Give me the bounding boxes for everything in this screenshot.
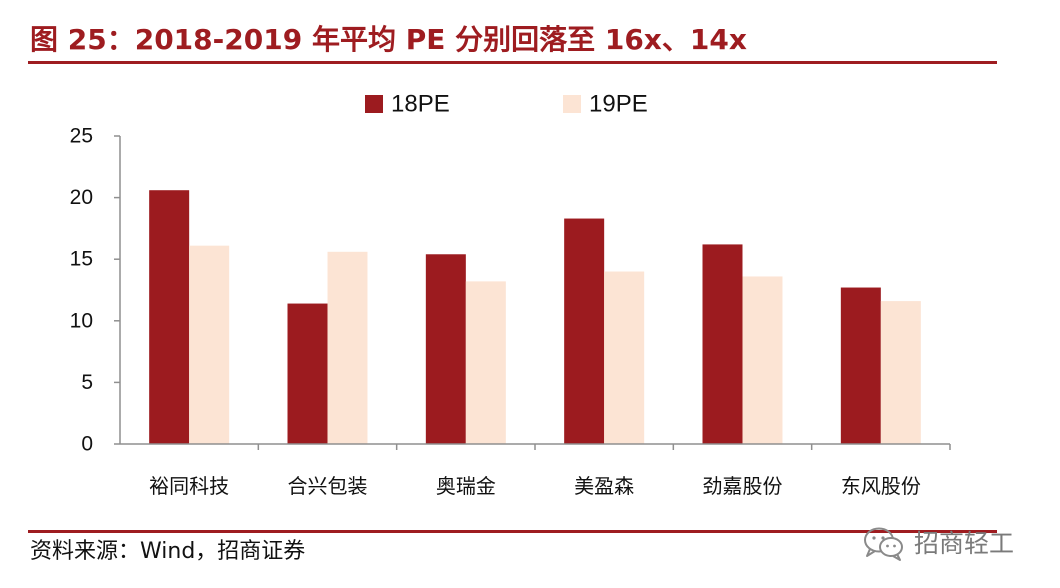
source-note: 资料来源：Wind，招商证券	[30, 539, 306, 564]
y-tick-label: 5	[81, 371, 93, 394]
bar-19pe-5	[880, 301, 921, 444]
watermark: 招商轻工	[862, 524, 1014, 564]
legend-label-19pe: 19PE	[589, 91, 648, 118]
title-divider	[28, 61, 997, 64]
y-tick-label: 25	[70, 125, 93, 148]
legend: 18PE 19PE	[365, 91, 648, 118]
wechat-icon	[864, 527, 903, 561]
y-tick-label: 15	[70, 248, 93, 271]
axes: 0 5 10 15 20 25 裕同科技 合兴包装 奥瑞金 美盈森 劲嘉股份 东风股份	[70, 125, 951, 498]
bar-18pe-2	[425, 254, 466, 444]
bar-18pe-1	[287, 303, 328, 444]
source-divider	[28, 530, 997, 533]
legend-swatch-19pe	[563, 95, 581, 113]
bars	[149, 190, 921, 444]
chart-title: 图 25：2018-2019 年平均 PE 分别回落至 16x、14x	[30, 23, 747, 56]
x-category-label: 美盈森	[574, 474, 634, 498]
watermark-text: 招商轻工	[914, 529, 1015, 558]
bar-19pe-3	[604, 271, 645, 444]
y-tick-label: 20	[70, 186, 93, 209]
legend-swatch-18pe	[365, 95, 383, 113]
bar-18pe-4	[702, 244, 743, 444]
y-tick-label: 0	[81, 433, 93, 456]
bar-18pe-3	[564, 218, 605, 444]
legend-label-18pe: 18PE	[391, 91, 450, 118]
bar-19pe-2	[465, 281, 506, 444]
bar-19pe-1	[327, 251, 368, 444]
x-category-label: 奥瑞金	[436, 474, 496, 498]
x-category-label: 东风股份	[841, 474, 921, 498]
bar-19pe-4	[742, 276, 783, 444]
y-tick-label: 10	[70, 309, 93, 332]
bar-19pe-0	[189, 245, 230, 444]
x-category-label: 劲嘉股份	[703, 474, 783, 498]
bar-18pe-5	[840, 287, 881, 444]
bar-18pe-0	[149, 190, 190, 444]
x-category-label: 合兴包装	[288, 474, 368, 498]
x-category-label: 裕同科技	[149, 474, 229, 498]
